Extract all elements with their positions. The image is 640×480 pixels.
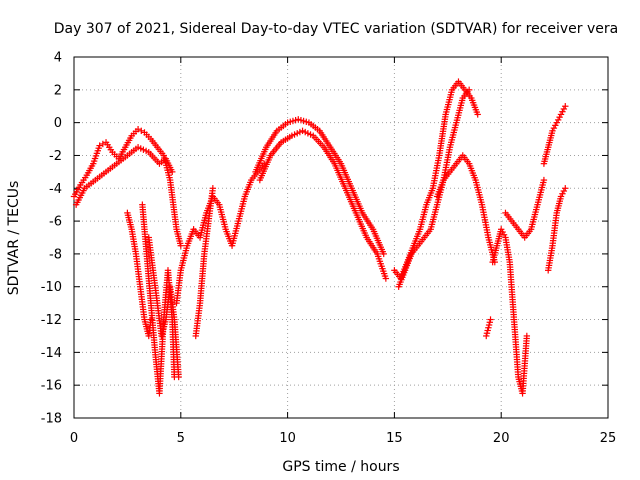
plot-frame — [73, 56, 609, 419]
data-point — [465, 86, 473, 94]
y-tick-label: -12 — [41, 313, 62, 328]
y-tick-label: 4 — [54, 51, 62, 66]
data-point — [562, 185, 569, 192]
x-tick-label: 0 — [70, 431, 78, 446]
y-tick-label: -8 — [49, 247, 62, 262]
y-axis-label: SDTVAR / TECUs — [6, 181, 22, 296]
data-point — [553, 119, 560, 126]
y-tick-label: -14 — [41, 346, 62, 361]
data-point — [382, 275, 390, 282]
data-point — [560, 105, 568, 113]
data-point — [177, 242, 184, 249]
x-tick-label: 15 — [386, 431, 403, 446]
data-point — [556, 113, 563, 121]
data-point — [486, 319, 494, 326]
y-tick-label: -10 — [41, 280, 62, 295]
y-tick-label: -2 — [49, 149, 62, 164]
y-tick-labels: -18 -16 -14 -12 -10 -8 -6 -4 -2 0 2 4 — [41, 51, 62, 427]
data-point — [499, 228, 506, 236]
y-tick-label: -18 — [41, 412, 62, 427]
data-point — [484, 327, 491, 334]
data-point — [169, 168, 176, 176]
x-tick-label: 5 — [177, 431, 185, 446]
data-point — [485, 321, 493, 329]
x-tick-labels: 0 5 10 15 20 25 — [70, 431, 616, 446]
data-point — [562, 103, 569, 110]
data-point — [96, 142, 103, 149]
data-point — [474, 111, 481, 118]
y-tick-label: 0 — [54, 116, 62, 131]
data-points — [70, 78, 569, 397]
y-tick-label: -4 — [49, 182, 62, 197]
data-point — [557, 193, 565, 200]
data-point — [550, 124, 558, 132]
x-axis-label: GPS time / hours — [282, 459, 399, 475]
data-point — [552, 122, 559, 129]
x-tick-label: 25 — [600, 431, 617, 446]
data-point — [557, 111, 565, 118]
data-point — [549, 127, 556, 135]
data-point — [483, 330, 491, 337]
data-point — [209, 185, 217, 192]
data-point — [540, 176, 548, 184]
data-point — [134, 126, 142, 133]
data-point — [485, 324, 492, 331]
data-point — [500, 231, 508, 238]
chart-title: Day 307 of 2021, Sidereal Day-to-day VTE… — [54, 21, 618, 37]
x-tick-label: 20 — [493, 431, 510, 446]
y-tick-label: -16 — [41, 379, 62, 394]
data-point — [523, 332, 531, 340]
data-point — [138, 127, 145, 135]
data-point — [559, 190, 566, 197]
data-point — [554, 116, 562, 124]
data-point — [560, 187, 568, 195]
data-point — [498, 226, 505, 233]
y-tick-label: -6 — [49, 215, 62, 230]
data-point — [175, 373, 182, 381]
data-point — [487, 316, 494, 323]
data-point — [483, 332, 490, 340]
data-point — [380, 250, 387, 258]
data-point — [559, 108, 566, 115]
x-tick-label: 10 — [279, 431, 296, 446]
data-point — [99, 140, 107, 148]
y-tick-label: 2 — [54, 83, 62, 98]
